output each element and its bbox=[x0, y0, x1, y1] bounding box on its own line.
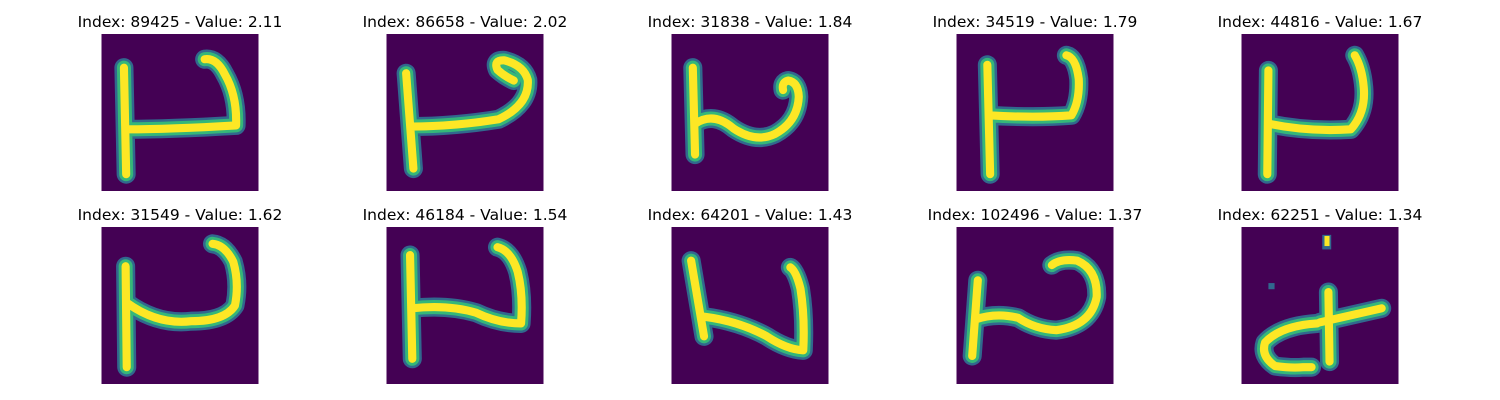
digit-panel: Index: 31838 - Value: 1.84 bbox=[640, 12, 860, 202]
digit-panel: Index: 44816 - Value: 1.67 bbox=[1210, 12, 1430, 202]
digit-image bbox=[386, 227, 544, 384]
digit-image bbox=[101, 34, 259, 191]
panel-title: Index: 62251 - Value: 1.34 bbox=[1217, 206, 1423, 224]
panel-title: Index: 44816 - Value: 1.67 bbox=[1217, 13, 1423, 31]
digit-panel: Index: 64201 - Value: 1.43 bbox=[640, 205, 860, 395]
digit-panel: Index: 89425 - Value: 2.11 bbox=[70, 12, 290, 202]
digit-panel: Index: 86658 - Value: 2.02 bbox=[355, 12, 575, 202]
digit-panel: Index: 46184 - Value: 1.54 bbox=[355, 205, 575, 395]
digit-image bbox=[101, 227, 259, 384]
digit-image bbox=[1241, 227, 1399, 384]
panel-title: Index: 89425 - Value: 2.11 bbox=[77, 13, 283, 31]
digit-panel: Index: 34519 - Value: 1.79 bbox=[925, 12, 1145, 202]
digit-image bbox=[1241, 34, 1399, 191]
panel-title: Index: 34519 - Value: 1.79 bbox=[932, 13, 1138, 31]
panel-title: Index: 31549 - Value: 1.62 bbox=[77, 206, 283, 224]
panel-title: Index: 46184 - Value: 1.54 bbox=[362, 206, 568, 224]
digit-panel: Index: 31549 - Value: 1.62 bbox=[70, 205, 290, 395]
digit-image bbox=[386, 34, 544, 191]
panel-title: Index: 102496 - Value: 1.37 bbox=[927, 206, 1143, 224]
digit-panel: Index: 62251 - Value: 1.34 bbox=[1210, 205, 1430, 395]
digit-image bbox=[671, 227, 829, 384]
panel-title: Index: 64201 - Value: 1.43 bbox=[647, 206, 853, 224]
panel-title: Index: 31838 - Value: 1.84 bbox=[647, 13, 853, 31]
digit-image bbox=[956, 34, 1114, 191]
digit-panel: Index: 102496 - Value: 1.37 bbox=[925, 205, 1145, 395]
digit-image bbox=[956, 227, 1114, 384]
digit-image bbox=[671, 34, 829, 191]
panel-title: Index: 86658 - Value: 2.02 bbox=[362, 13, 568, 31]
